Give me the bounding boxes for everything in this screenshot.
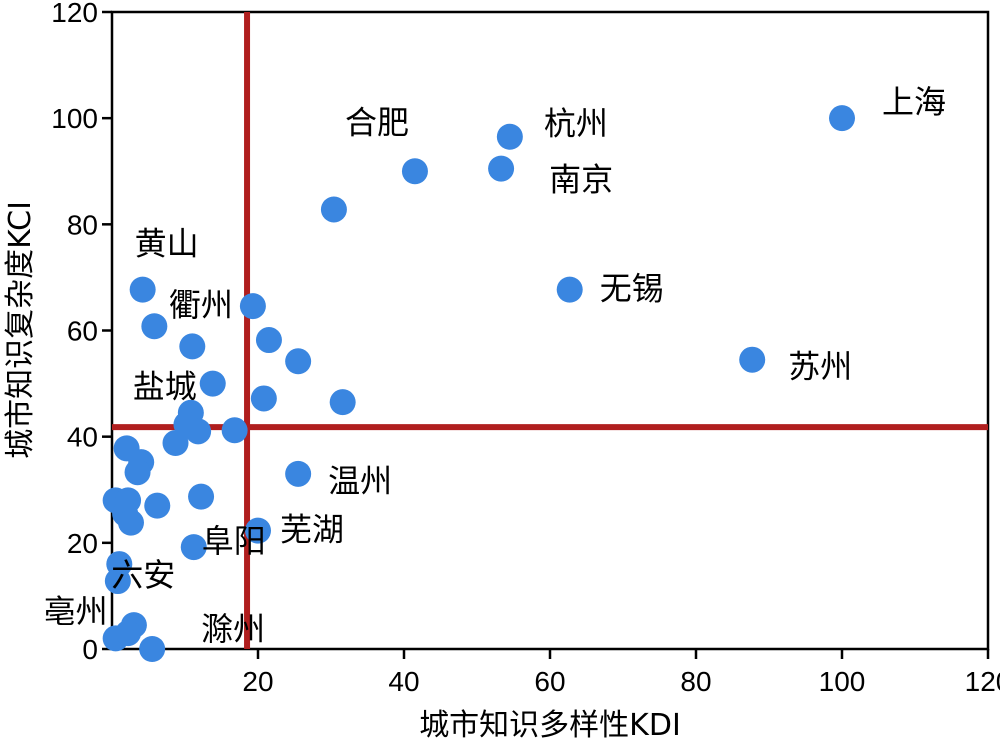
y-tick-label: 40 [67,422,98,453]
point-label: 温州 [328,462,392,500]
data-point [129,276,156,303]
point-label: 衢州 [169,286,233,324]
x-tick-label: 60 [534,666,565,697]
point-label: 上海 [882,83,946,121]
point-label: 阜阳 [202,522,266,560]
data-point [180,534,207,561]
data-point [199,370,226,397]
x-tick-label: 80 [680,666,711,697]
point-label: 芜湖 [280,511,344,549]
point-label: 盐城 [133,368,197,406]
reference-lines [112,12,988,649]
point-label: 六安 [111,556,175,594]
data-point [329,389,356,416]
axis-ticks: 0 20 40 60 80 100 120 20 40 60 80 100 120 [51,0,1000,697]
data-point [117,509,144,536]
x-tick-label: 120 [965,666,1000,697]
y-tick-label: 100 [51,103,98,134]
data-point [141,313,168,340]
point-label: 无锡 [600,270,664,308]
data-point [188,483,215,510]
point-label: 苏州 [788,348,852,386]
data-point [739,346,766,373]
data-points [102,105,855,662]
x-tick-label: 40 [388,666,419,697]
data-point [104,568,131,595]
y-tick-label: 20 [67,528,98,559]
point-label: 滁州 [201,610,265,648]
data-point [250,385,277,412]
y-tick-label: 80 [67,209,98,240]
data-point [496,123,523,150]
data-point [124,459,151,486]
y-tick-label: 0 [82,634,98,665]
data-point [185,418,212,445]
data-point [320,196,347,223]
data-point [829,105,855,132]
data-point [179,333,206,360]
data-point [162,430,189,457]
point-label: 合肥 [345,103,409,141]
y-tick-label: 60 [67,316,98,347]
data-point [488,155,515,182]
y-axis-title: 城市知识复杂度KCI [3,201,38,459]
x-tick-label: 20 [242,666,273,697]
point-label: 杭州 [544,105,608,143]
data-point [139,636,166,662]
y-tick-label: 120 [51,0,98,28]
data-point [556,276,583,303]
data-point [144,492,171,519]
data-point [285,460,312,487]
data-point [285,348,312,375]
point-label: 南京 [549,161,613,199]
data-point [245,517,271,544]
point-label: 亳州 [44,592,108,630]
point-label: 黄山 [135,225,199,263]
x-tick-label: 100 [819,666,866,697]
data-point [401,158,428,185]
data-point [221,417,248,444]
data-point [239,293,266,320]
data-point [255,327,282,354]
data-point [115,620,142,647]
x-axis-title: 城市知识多样性KDI [419,708,681,743]
